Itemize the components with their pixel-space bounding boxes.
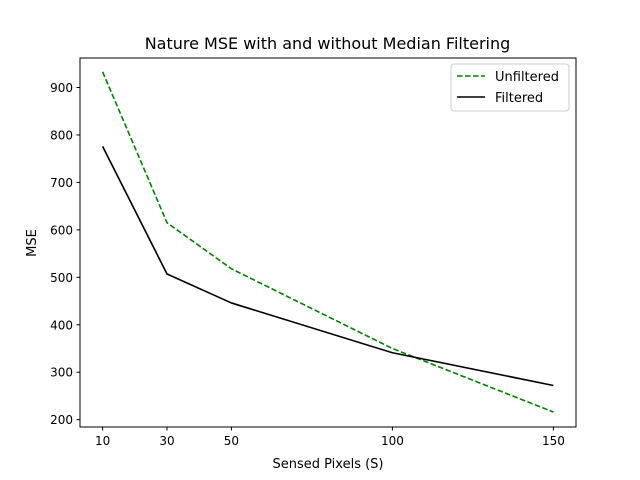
y-tick-label: 800 (50, 128, 73, 142)
y-tick-label: 400 (50, 318, 73, 332)
x-tick-label: 150 (542, 434, 565, 448)
x-axis: 10 30 50 100 150 (95, 427, 565, 448)
x-tick-label: 50 (224, 434, 239, 448)
legend-box (450, 63, 570, 112)
x-tick-label: 30 (159, 434, 174, 448)
series-line-filtered (101, 145, 554, 387)
series-layer (101, 71, 554, 413)
y-axis-label: MSE (25, 229, 40, 257)
chart-title: Nature MSE with and without Median Filte… (145, 34, 511, 53)
y-tick-label: 700 (50, 176, 73, 190)
legend-label-unfiltered: Unfiltered (495, 70, 559, 85)
y-tick-label: 200 (50, 413, 73, 427)
y-tick-label: 500 (50, 271, 73, 285)
x-tick-label: 10 (95, 434, 110, 448)
x-tick-label: 100 (381, 434, 404, 448)
y-tick-label: 900 (50, 81, 73, 95)
y-axis: 200 300 400 500 600 700 800 900 (50, 81, 80, 427)
x-axis-label: Sensed Pixels (S) (272, 457, 383, 472)
y-tick-label: 600 (50, 223, 73, 237)
y-tick-label: 300 (50, 366, 73, 380)
plot-area (79, 57, 577, 428)
legend: Unfiltered Filtered (450, 63, 570, 112)
legend-label-filtered: Filtered (495, 91, 543, 106)
series-line-unfiltered (101, 71, 554, 413)
